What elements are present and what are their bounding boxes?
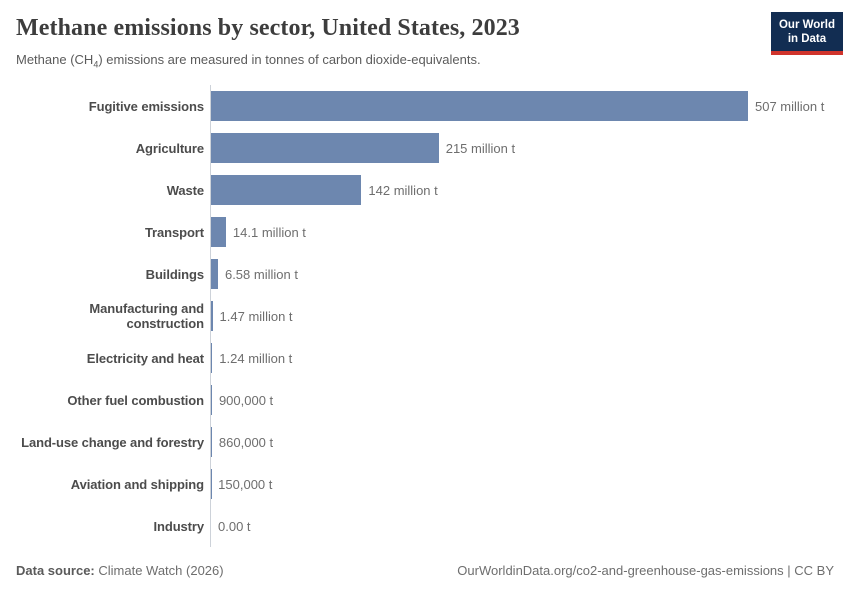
chart-row: Agriculture 215 million t bbox=[16, 127, 834, 170]
category-label: Other fuel combustion bbox=[67, 392, 204, 408]
owid-logo-line2: in Data bbox=[787, 33, 827, 46]
value-label: 860,000 t bbox=[218, 434, 274, 450]
chart-row: Land-use change and forestry 860,000 t bbox=[16, 421, 834, 464]
value-label: 215 million t bbox=[445, 140, 516, 156]
subtitle-text: Methane (CH bbox=[16, 51, 94, 67]
category-label: Fugitive emissions bbox=[88, 98, 204, 114]
chart-row: Waste 142 million t bbox=[16, 169, 834, 212]
plot-area: 900,000 t bbox=[210, 379, 834, 422]
value-label: 14.1 million t bbox=[232, 224, 306, 240]
category-label: Agriculture bbox=[135, 140, 204, 156]
plot-area: 215 million t bbox=[210, 127, 834, 170]
chart-footer: Data source: Climate Watch (2026) OurWor… bbox=[16, 563, 834, 578]
chart-row: Aviation and shipping 150,000 t bbox=[16, 463, 834, 506]
chart-row: Transport 14.1 million t bbox=[16, 211, 834, 254]
value-label: 0.00 t bbox=[218, 518, 251, 534]
chart-header: Methane emissions by sector, United Stat… bbox=[16, 12, 843, 70]
data-source-value: Climate Watch (2026) bbox=[94, 563, 224, 579]
chart-row: Buildings 6.58 million t bbox=[16, 253, 834, 296]
chart-row: Manufacturing and construction 1.47 mill… bbox=[16, 295, 834, 338]
page-title: Methane emissions by sector, United Stat… bbox=[16, 15, 520, 41]
plot-area: 507 million t bbox=[210, 85, 834, 128]
chart-row: Electricity and heat 1.24 million t bbox=[16, 337, 834, 380]
bar[interactable] bbox=[211, 259, 218, 290]
plot-area: 142 million t bbox=[210, 169, 834, 212]
category-label: Aviation and shipping bbox=[70, 476, 204, 492]
owid-logo-line1: Our World bbox=[778, 19, 835, 31]
category-label: Manufacturing and construction bbox=[89, 301, 204, 332]
chart-row: Other fuel combustion 900,000 t bbox=[16, 379, 834, 422]
bar-chart: Fugitive emissions 507 million t Agricul… bbox=[16, 85, 834, 548]
bar[interactable] bbox=[211, 427, 212, 458]
category-label: Waste bbox=[166, 182, 204, 198]
value-label: 900,000 t bbox=[218, 392, 274, 408]
bar[interactable] bbox=[211, 301, 213, 332]
value-label: 1.47 million t bbox=[219, 308, 293, 324]
bar[interactable] bbox=[211, 91, 748, 122]
value-label: 507 million t bbox=[755, 98, 825, 114]
bar[interactable] bbox=[211, 175, 362, 206]
subtitle-text-end: ) emissions are measured in tonnes of ca… bbox=[98, 51, 481, 67]
plot-area: 6.58 million t bbox=[210, 253, 834, 296]
chart-row: Industry 0.00 t bbox=[16, 505, 834, 548]
category-label: Land-use change and forestry bbox=[21, 434, 204, 450]
category-label: Buildings bbox=[145, 266, 204, 282]
data-source-label: Data source: bbox=[16, 563, 95, 579]
category-label: Transport bbox=[144, 224, 204, 240]
plot-area: 860,000 t bbox=[210, 421, 834, 464]
bar[interactable] bbox=[211, 217, 226, 248]
category-label: Industry bbox=[153, 518, 205, 534]
bar[interactable] bbox=[211, 133, 439, 164]
plot-area: 14.1 million t bbox=[210, 211, 834, 254]
value-label: 150,000 t bbox=[218, 476, 273, 492]
chart-row: Fugitive emissions 507 million t bbox=[16, 85, 834, 128]
chart-subtitle: Methane (CH4) emissions are measured in … bbox=[16, 51, 834, 70]
value-label: 142 million t bbox=[368, 182, 438, 198]
attribution-link[interactable]: OurWorldinData.org/co2-and-greenhouse-ga… bbox=[457, 563, 834, 579]
value-label: 1.24 million t bbox=[219, 350, 293, 366]
plot-area: 1.47 million t bbox=[210, 295, 834, 338]
plot-area: 1.24 million t bbox=[210, 337, 834, 380]
bar[interactable] bbox=[211, 385, 212, 416]
subtitle-subscript: 4 bbox=[93, 59, 99, 70]
plot-area: 150,000 t bbox=[210, 463, 834, 506]
category-label: Electricity and heat bbox=[86, 350, 204, 366]
plot-area: 0.00 t bbox=[210, 505, 834, 548]
data-source: Data source: Climate Watch (2026) bbox=[16, 563, 224, 578]
value-label: 6.58 million t bbox=[224, 266, 298, 282]
bar[interactable] bbox=[211, 343, 213, 374]
owid-logo[interactable]: Our World in Data bbox=[770, 12, 843, 55]
